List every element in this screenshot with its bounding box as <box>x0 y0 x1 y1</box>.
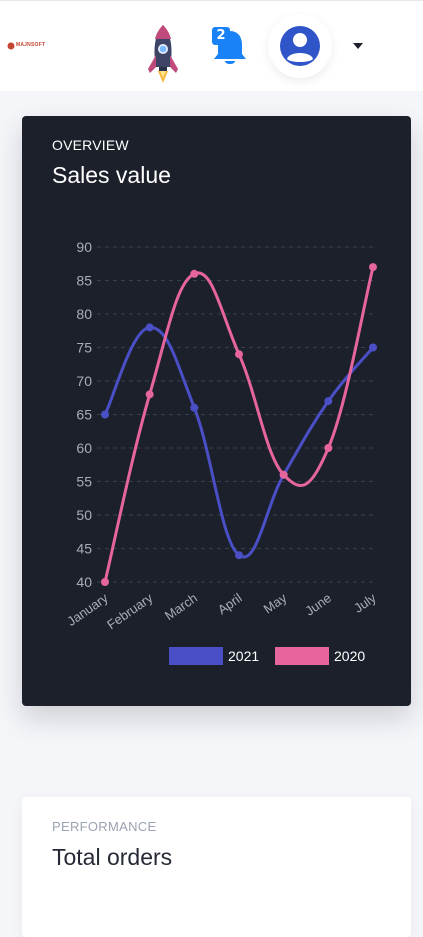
data-point-2020-march[interactable] <box>190 269 199 278</box>
card-title: Sales value <box>52 162 171 188</box>
notifications-button[interactable]: 2 <box>208 25 252 69</box>
data-point-2020-january[interactable] <box>101 578 109 586</box>
x-tick-label: February <box>104 590 156 632</box>
chevron-down-icon[interactable] <box>352 42 364 50</box>
y-tick-label: 55 <box>76 474 92 490</box>
total-orders-card: PERFORMANCE Total orders <box>22 797 411 937</box>
y-tick-label: 60 <box>76 440 92 456</box>
y-tick-label: 75 <box>76 340 92 356</box>
data-point-2021-january[interactable] <box>101 410 109 419</box>
data-point-2021-april[interactable] <box>235 551 243 560</box>
y-tick-label: 40 <box>76 574 92 590</box>
y-tick-label: 65 <box>76 407 92 423</box>
x-tick-label: May <box>261 590 290 617</box>
logo-mark-icon <box>7 42 15 50</box>
y-tick-label: 45 <box>76 541 92 557</box>
data-point-2021-july[interactable] <box>369 343 377 352</box>
legend-label-2021[interactable]: 2021 <box>228 648 259 664</box>
sales-value-card: OVERVIEW Sales value 90 85 80 75 70 65 60 55 50 4… <box>22 116 411 706</box>
brand-logo[interactable]: MAJNSOFT <box>7 39 47 53</box>
user-avatar-icon <box>280 26 320 66</box>
chart-grid <box>97 246 373 583</box>
y-tick-label: 50 <box>76 507 92 523</box>
y-axis-ticks: 90 85 80 75 70 65 60 55 50 45 40 <box>76 239 92 590</box>
y-tick-label: 80 <box>76 306 92 322</box>
y-tick-label: 85 <box>76 273 92 289</box>
logo-text: MAJNSOFT <box>16 42 46 48</box>
y-tick-label: 90 <box>76 239 92 255</box>
chart-legend[interactable]: 2021 2020 <box>169 647 365 665</box>
user-avatar-button[interactable] <box>268 14 332 78</box>
top-navbar: MAJNSOFT 2 <box>0 0 423 91</box>
data-point-2021-march[interactable] <box>190 403 199 412</box>
data-point-2020-april[interactable] <box>235 350 243 359</box>
legend-swatch-2021[interactable] <box>169 647 223 665</box>
data-point-2020-june[interactable] <box>324 444 333 452</box>
data-point-2020-february[interactable] <box>145 390 154 399</box>
series-line-2021 <box>103 325 375 559</box>
data-point-2021-february[interactable] <box>145 323 154 332</box>
x-tick-label: June <box>302 590 334 618</box>
x-tick-label: April <box>215 590 245 617</box>
chart-series <box>101 263 377 586</box>
card-overline: OVERVIEW <box>52 137 129 153</box>
x-tick-label: January <box>64 590 111 629</box>
x-tick-label: March <box>162 590 200 623</box>
data-point-2021-june[interactable] <box>324 397 333 406</box>
legend-label-2020[interactable]: 2020 <box>334 648 365 664</box>
x-tick-label: July <box>351 590 379 616</box>
data-point-2020-july[interactable] <box>369 263 377 272</box>
card-overline: PERFORMANCE <box>52 819 157 834</box>
y-tick-label: 70 <box>76 373 92 389</box>
data-point-2020-may[interactable] <box>279 470 288 479</box>
legend-swatch-2020[interactable] <box>275 647 329 665</box>
card-title: Total orders <box>52 844 173 870</box>
rocket-icon[interactable] <box>146 23 180 85</box>
notification-count-badge: 2 <box>212 27 230 45</box>
